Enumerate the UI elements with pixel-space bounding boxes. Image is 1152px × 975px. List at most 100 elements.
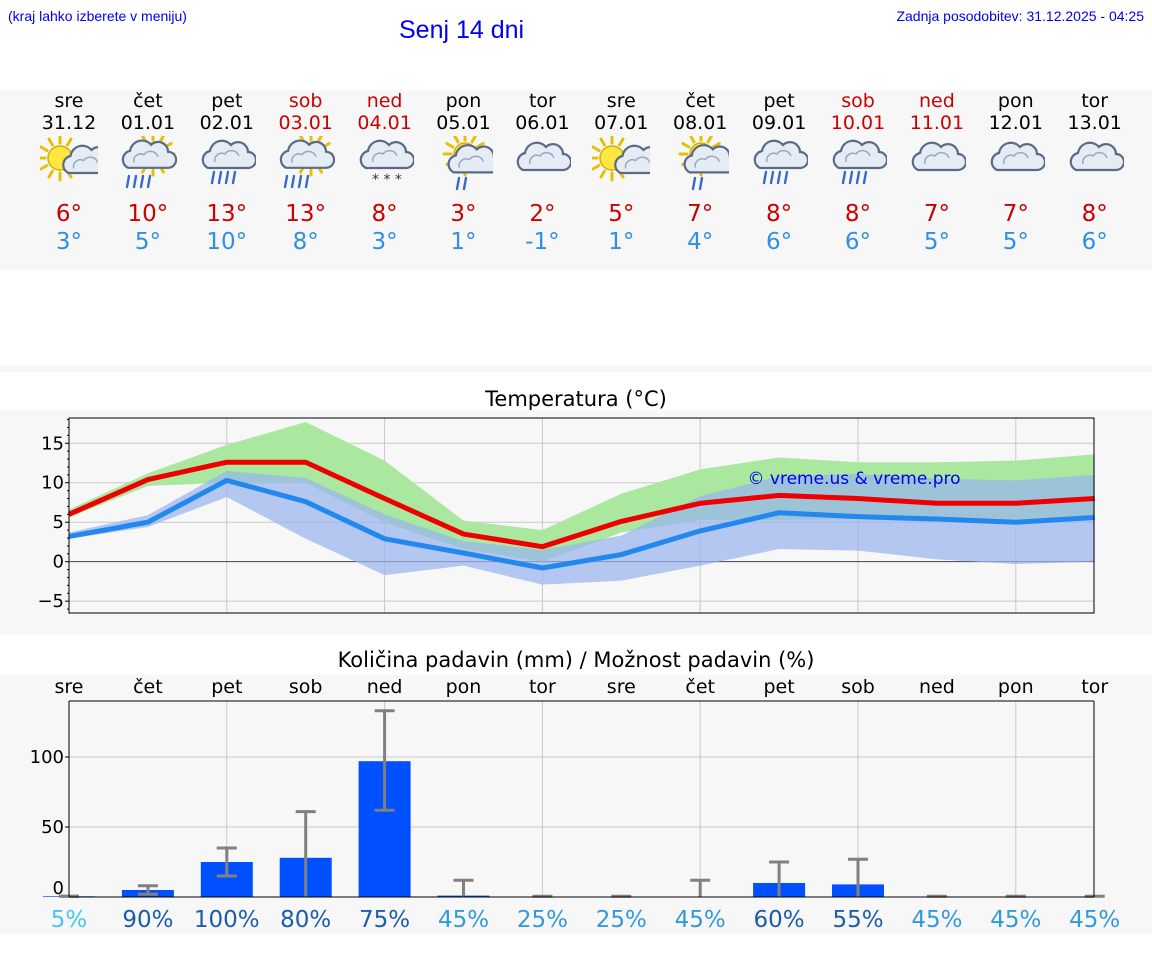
temp-min: 8° [292, 229, 319, 255]
day-name: čet [133, 90, 163, 112]
max-temp-line [67, 459, 1095, 550]
day-forecast: čet 08.01 7° 4° [660, 90, 740, 256]
y-tick-label: 100 [30, 747, 64, 768]
temp-max: 8° [1081, 201, 1108, 227]
day-name: pon [997, 90, 1034, 112]
temp-min: 1° [608, 229, 635, 255]
y-tick-label: 10 [41, 473, 64, 494]
day-forecast: pon 05.01 3° 1° [424, 90, 504, 256]
x-tick-label: ned [919, 676, 955, 698]
day-name: pet [763, 90, 795, 112]
day-name: sob [841, 90, 875, 112]
temp-max: 7° [687, 201, 714, 227]
cloud-rain-icon [187, 136, 267, 196]
location-hint-link[interactable]: (kraj lahko izberete v meniju) [8, 8, 187, 24]
day-forecast: čet 01.01 10° 5° [108, 90, 188, 256]
precipitation-chart-title: Količina padavin (mm) / Možnost padavin … [337, 648, 815, 672]
precip-probability: 75% [359, 907, 410, 933]
sun-cloud-icon [29, 136, 109, 196]
y-tick-label: 0 [53, 552, 64, 573]
temp-max: 10° [127, 201, 169, 227]
day-date: 08.01 [672, 112, 728, 134]
temp-max: 13° [285, 201, 327, 227]
day-date: 13.01 [1067, 112, 1122, 134]
precip-probability: 45% [990, 907, 1041, 933]
day-forecast: pet 02.01 13° 10° [187, 90, 267, 256]
temp-min: 5° [1002, 229, 1029, 255]
day-date: 07.01 [594, 112, 649, 134]
sun-cloud-rain-icon [108, 136, 188, 196]
x-tick-label: sob [841, 676, 875, 698]
divider [0, 366, 1152, 372]
temp-min: 5° [134, 229, 161, 255]
day-forecast: pon 12.01 7° 5° [976, 90, 1056, 256]
x-tick-label: ned [367, 676, 403, 698]
sun-cloud-light-rain-icon [424, 136, 504, 196]
x-tick-label: čet [685, 676, 715, 698]
day-forecast: pet 09.01 8° 6° [739, 90, 819, 256]
sun-cloud-rain-icon [266, 136, 346, 196]
day-name: sre [606, 90, 636, 112]
day-forecast: ned 04.01 * * * 8° 3° [345, 90, 425, 256]
precip-probability: 90% [122, 907, 173, 933]
temp-max: 7° [923, 201, 950, 227]
day-name: pet [211, 90, 243, 112]
temp-min: 6° [844, 229, 872, 255]
day-date: 10.01 [830, 112, 886, 134]
cloud-snow-icon: * * * [345, 136, 425, 196]
x-tick-label: pet [763, 676, 794, 698]
precip-probability: 80% [280, 907, 331, 933]
temp-max: 6° [55, 201, 83, 227]
day-forecast: sob 10.01 8° 6° [818, 90, 898, 256]
temp-min: 4° [687, 229, 714, 255]
day-forecast: sre 31.12 6° 3° [29, 90, 109, 256]
day-forecast: sob 03.01 13° 8° [266, 90, 346, 256]
x-tick-label: sob [289, 676, 323, 698]
day-date: 11.01 [909, 112, 965, 134]
precip-probability: 60% [754, 907, 805, 933]
day-date: 09.01 [751, 112, 807, 134]
page-title: Senj 14 dni [399, 16, 525, 44]
temp-min: 3° [55, 229, 83, 255]
x-tick-label: pon [998, 676, 1034, 698]
day-name: čet [685, 90, 715, 112]
precip-probability: 45% [675, 907, 726, 933]
temp-max: 8° [844, 201, 872, 227]
temp-max: 7° [1002, 201, 1029, 227]
x-tick-label: pon [446, 676, 482, 698]
day-date: 05.01 [436, 112, 491, 134]
day-forecast: tor 06.01 2° -1° [502, 90, 582, 256]
precip-probability: 25% [517, 907, 568, 933]
plot-frame [68, 417, 1095, 614]
sun-cloud-light-rain-icon [660, 136, 740, 196]
day-forecast: tor 13.01 8° 6° [1055, 90, 1135, 256]
temp-max: 8° [371, 201, 398, 227]
day-forecast: ned 11.01 7° 5° [897, 90, 977, 256]
precip-probability: 25% [596, 907, 647, 933]
temp-min: 6° [1081, 229, 1108, 255]
x-tick-label: tor [1081, 676, 1108, 698]
y-tick-label: 50 [41, 817, 64, 838]
cloud-icon [976, 136, 1056, 196]
day-forecast: sre 07.01 5° 1° [581, 90, 661, 256]
y-tick-label: 15 [41, 433, 64, 454]
day-date: 01.01 [120, 112, 176, 134]
watermark: © vreme.us & vreme.pro [747, 469, 960, 489]
day-name: sre [54, 90, 84, 112]
x-tick-label: tor [529, 676, 556, 698]
cloud-icon [897, 136, 977, 196]
precip-probability: 5% [51, 907, 88, 933]
temp-max: 3° [450, 201, 477, 227]
day-date: 12.01 [988, 112, 1043, 134]
x-tick-label: čet [133, 676, 163, 698]
precip-probability: 45% [438, 907, 489, 933]
x-tick-label: sre [55, 676, 84, 698]
forecast-strip [0, 90, 1152, 270]
y-tick-label: −5 [37, 591, 64, 612]
precip-probability: 45% [1069, 907, 1120, 933]
last-updated: Zadnja posodobitev: 31.12.2025 - 04:25 [896, 8, 1144, 24]
temperature-chart-title: Temperatura (°C) [485, 387, 667, 411]
temp-min: 10° [206, 229, 248, 255]
